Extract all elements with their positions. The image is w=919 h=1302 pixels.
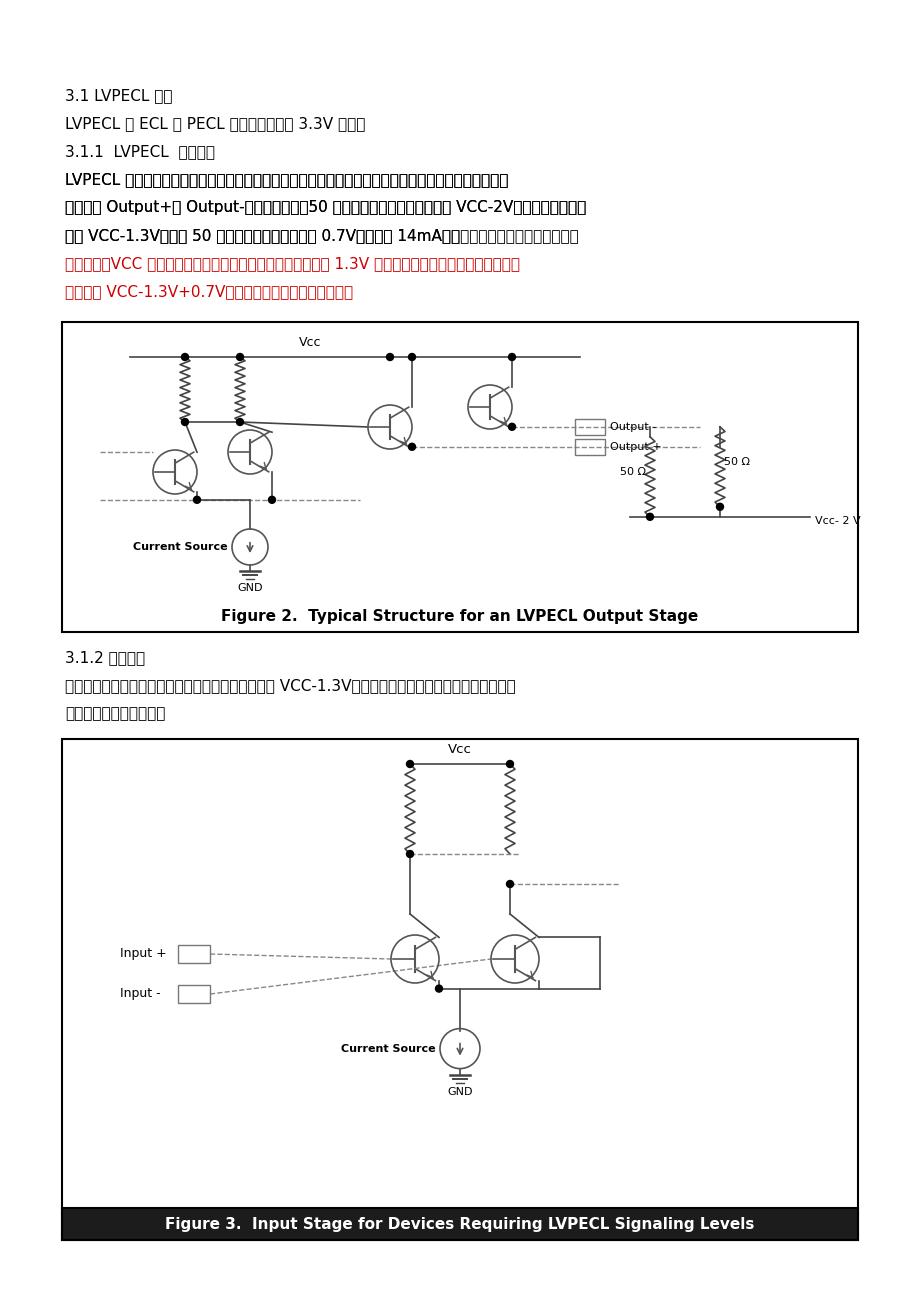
Text: 随器，为 Output+与 Output-提供电流驱动。50 欧姆电子一头接输出，一端接 VCC-2V。在射级输出级电: 随器，为 Output+与 Output-提供电流驱动。50 欧姆电子一头接输出…: [65, 201, 585, 215]
Circle shape: [181, 354, 188, 361]
Text: 极电压为 VCC-1.3V+0.7V。电流源的作用是提高速度。）: 极电压为 VCC-1.3V+0.7V。电流源的作用是提高速度。）: [65, 284, 353, 299]
Text: Vcc: Vcc: [448, 743, 471, 756]
Text: LVPECL 的典型输出为一对差分信号，他们的射击通过一个电流源接地。这一对差分信号驱动一对射极跟: LVPECL 的典型输出为一对差分信号，他们的射击通过一个电流源接地。这一对差分…: [65, 172, 508, 187]
Text: LVPECL 由 ECL 和 PECL 发展而来，使用 3.3V 电平。: LVPECL 由 ECL 和 PECL 发展而来，使用 3.3V 电平。: [65, 116, 365, 132]
Text: 3.1.1  LVPECL  输出结构: 3.1.1 LVPECL 输出结构: [65, 145, 215, 159]
Bar: [574, 439, 605, 454]
Text: Output -: Output -: [609, 422, 655, 432]
Text: Current Source: Current Source: [341, 1044, 436, 1053]
Circle shape: [508, 423, 515, 430]
Circle shape: [236, 418, 244, 426]
Bar: [574, 419, 605, 435]
Text: Input -: Input -: [119, 987, 161, 1000]
Text: 平为 VCC-1.3V。这样 50 欧姆的电阻两端电势差为 0.7V，电流为 14mA。（这一部分电路的计算方法我个: 平为 VCC-1.3V。这样 50 欧姆的电阻两端电势差为 0.7V，电流为 1…: [65, 228, 578, 243]
Circle shape: [181, 418, 188, 426]
Text: 3.1 LVPECL 接口: 3.1 LVPECL 接口: [65, 89, 173, 103]
Circle shape: [406, 850, 413, 858]
Text: 3.1.2 输入结构: 3.1.2 输入结构: [65, 650, 145, 665]
Text: 平为 VCC-1.3V。这样 50 欧姆的电阻两端电势差为 0.7V，电流为 14mA。（: 平为 VCC-1.3V。这样 50 欧姆的电阻两端电势差为 0.7V，电流为 1…: [65, 228, 460, 243]
Bar: [62, 322, 857, 631]
Bar: [62, 740, 857, 1240]
Circle shape: [236, 354, 244, 361]
Circle shape: [716, 504, 722, 510]
Circle shape: [646, 513, 652, 521]
Circle shape: [406, 760, 413, 767]
Text: 人理解为，VCC 过通过射级跟随器，等效于两个二极管，约为 1.3V 的电势下降，此时的射级跟随器的基: 人理解为，VCC 过通过射级跟随器，等效于两个二极管，约为 1.3V 的电势下降…: [65, 256, 519, 271]
Text: Current Source: Current Source: [133, 542, 228, 552]
Text: 输入部分如图三，输入差分对直流偏置电平也需要在 VCC-1.3V。在这里要特别注意，关于连接的方式和: 输入部分如图三，输入差分对直流偏置电平也需要在 VCC-1.3V。在这里要特别注…: [65, 678, 516, 693]
Text: Vcc- 2 V: Vcc- 2 V: [814, 516, 859, 526]
Circle shape: [268, 496, 275, 504]
Circle shape: [435, 986, 442, 992]
Text: 50 Ω: 50 Ω: [619, 467, 645, 477]
Bar: [62, 1208, 857, 1240]
Text: Vcc: Vcc: [299, 336, 321, 349]
Circle shape: [408, 443, 415, 450]
Circle shape: [506, 760, 513, 767]
Text: 50 Ω: 50 Ω: [723, 457, 749, 467]
Circle shape: [193, 496, 200, 504]
Circle shape: [408, 354, 415, 361]
Circle shape: [506, 880, 513, 888]
Text: Figure 3.  Input Stage for Devices Requiring LVPECL Signaling Levels: Figure 3. Input Stage for Devices Requir…: [165, 1216, 754, 1232]
Text: 匹配，在下文详细论述。: 匹配，在下文详细论述。: [65, 706, 165, 721]
Text: Output +: Output +: [609, 441, 661, 452]
Text: GND: GND: [237, 583, 263, 592]
Text: GND: GND: [447, 1087, 472, 1096]
Circle shape: [386, 354, 393, 361]
Text: Figure 2.  Typical Structure for an LVPECL Output Stage: Figure 2. Typical Structure for an LVPEC…: [221, 608, 698, 624]
Text: Input +: Input +: [119, 948, 166, 961]
Text: LVPECL 的典型输出为一对差分信号，他们的射击通过一个电流源接地。这一对差分信号驱动一对射极跟: LVPECL 的典型输出为一对差分信号，他们的射击通过一个电流源接地。这一对差分…: [65, 172, 508, 187]
Text: 随器，为 Output+与 Output-提供电流驱动。50 欧姆电子一头接输出，一端接 VCC-2V。在射级输出级电: 随器，为 Output+与 Output-提供电流驱动。50 欧姆电子一头接输出…: [65, 201, 585, 215]
Bar: [177, 945, 210, 963]
Circle shape: [508, 354, 515, 361]
Bar: [177, 986, 210, 1003]
